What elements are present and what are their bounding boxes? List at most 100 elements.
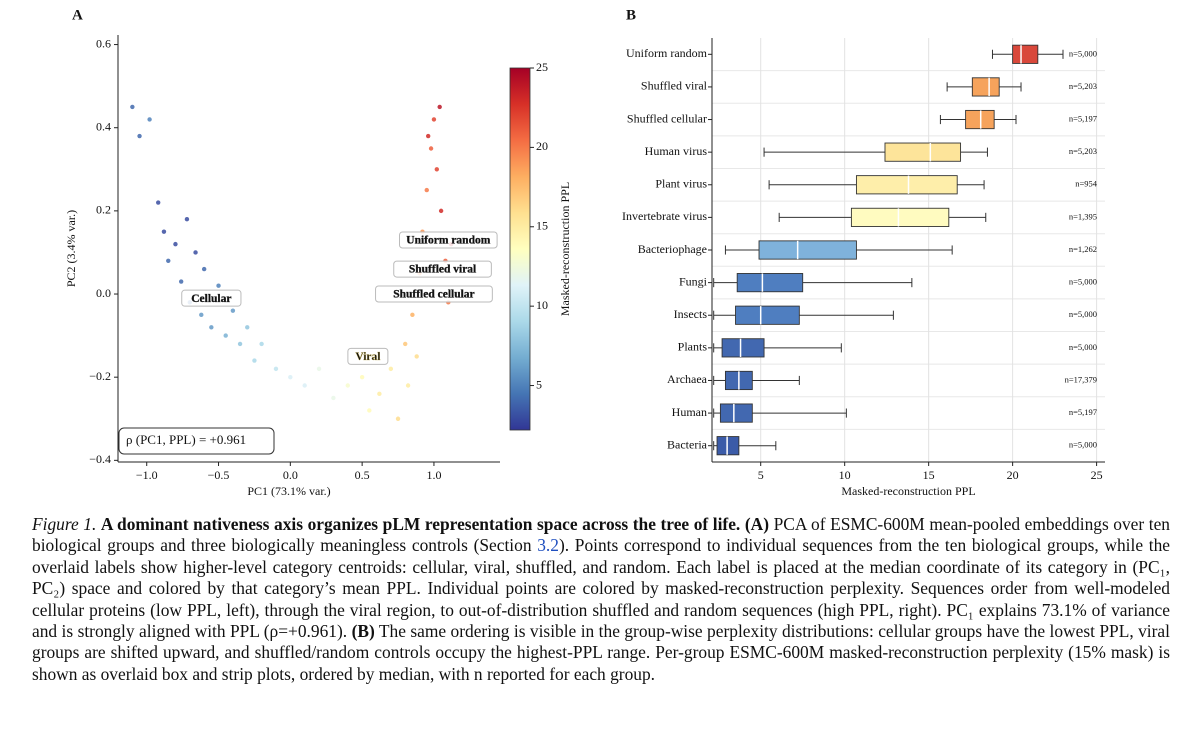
point — [193, 250, 198, 255]
point — [405, 383, 411, 388]
colorbar-tick-label: 20 — [536, 139, 548, 153]
y-tick-label: Archaea — [667, 372, 708, 386]
y-tick-label: −0.2 — [89, 369, 111, 383]
caption-text: PCA of ESMC-600M mean-pooled embeddings … — [32, 514, 1170, 556]
box — [1012, 44, 1039, 64]
caption-text: ). Points correspond to individual seque… — [32, 535, 1170, 642]
point — [252, 358, 257, 363]
box — [736, 273, 804, 293]
centroid-label: Viral — [355, 351, 380, 363]
y-tick-label: Plants — [678, 340, 708, 354]
point — [137, 133, 142, 139]
colorbar-tick-label: 25 — [536, 60, 548, 74]
point — [166, 258, 171, 263]
x-tick-label: −0.5 — [208, 468, 230, 482]
centroid-label: Shuffled viral — [409, 264, 476, 276]
y-tick-label: 0.0 — [96, 286, 111, 300]
point — [147, 117, 152, 122]
n-label: n=5,203 — [1069, 81, 1097, 91]
point — [130, 104, 135, 110]
centroid-label-box — [347, 347, 389, 365]
y-tick-label: 0.4 — [96, 119, 111, 133]
centroid-label: Cellular — [191, 293, 231, 305]
n-label: n=5,203 — [1069, 146, 1097, 156]
x-tick-label: 10 — [839, 468, 851, 482]
point — [156, 200, 161, 205]
caption-part-label: (A) — [744, 514, 770, 534]
n-label: n=1,262 — [1069, 244, 1097, 254]
x-tick-label: −1.0 — [136, 468, 158, 482]
y-tick-label: Fungi — [679, 274, 708, 288]
y-tick-label: Human virus — [645, 144, 708, 158]
caption-label: Figure 1. — [32, 514, 97, 534]
y-axis-label: PC2 (3.4% var.) — [64, 210, 78, 287]
x-tick-label: 0.5 — [355, 468, 370, 482]
point — [359, 374, 365, 380]
y-tick-label: −0.4 — [89, 452, 111, 466]
x-tick-label: 15 — [923, 468, 935, 482]
point — [395, 416, 401, 421]
point — [173, 241, 178, 247]
point — [161, 229, 167, 234]
point — [388, 366, 394, 372]
x-tick-label: 20 — [1007, 468, 1019, 482]
y-tick-label: 0.2 — [96, 203, 111, 217]
point — [367, 408, 372, 413]
n-label: n=5,000 — [1069, 440, 1097, 450]
n-label: n=954 — [1075, 179, 1098, 189]
x-tick-label: 25 — [1091, 468, 1103, 482]
box — [971, 77, 1000, 97]
box — [850, 207, 950, 227]
centroid-label-box — [393, 260, 492, 278]
x-tick-label: 5 — [758, 468, 764, 482]
panel-label: B — [626, 7, 636, 23]
point — [288, 374, 293, 380]
centroid-label-box — [375, 285, 493, 303]
point — [425, 133, 431, 139]
y-tick-label: Human — [672, 405, 707, 419]
point — [201, 266, 207, 272]
n-label: n=5,000 — [1069, 48, 1097, 58]
point — [199, 312, 204, 318]
point — [273, 366, 279, 372]
box — [965, 109, 995, 130]
colorbar — [509, 67, 531, 431]
n-label: n=1,395 — [1069, 211, 1097, 221]
point — [302, 383, 307, 388]
point — [184, 216, 190, 222]
caption-text: The same ordering is visible in the grou… — [32, 621, 1170, 684]
colorbar-tick-label: 10 — [536, 298, 548, 312]
centroid-label: Uniform random — [406, 235, 490, 247]
y-tick-label: 0.6 — [96, 36, 111, 50]
stat-box — [118, 427, 275, 455]
point — [259, 341, 264, 347]
panel-label: A — [72, 7, 83, 23]
x-axis-label: Masked-reconstruction PPL — [841, 484, 975, 498]
n-label: n=5,197 — [1069, 407, 1097, 417]
point — [345, 383, 350, 388]
centroid-label: Shuffled cellular — [393, 289, 474, 301]
colorbar-label: Masked-reconstruction PPL — [558, 182, 572, 316]
y-tick-label: Invertebrate virus — [622, 209, 707, 223]
x-tick-label: 1.0 — [426, 468, 441, 482]
point — [223, 333, 228, 338]
caption-ref[interactable]: 3.2 — [537, 535, 559, 556]
box — [721, 338, 765, 358]
caption-part-label: (B) — [351, 621, 375, 642]
x-axis-label: PC1 (73.1% var.) — [247, 484, 330, 498]
n-label: n=5,000 — [1069, 309, 1097, 319]
point — [237, 341, 243, 347]
y-tick-label: Plant virus — [655, 177, 707, 191]
box — [758, 240, 857, 260]
n-label: n=5,000 — [1069, 277, 1097, 287]
y-tick-label: Uniform random — [626, 46, 708, 60]
point — [410, 312, 415, 318]
point — [316, 366, 322, 372]
stat-label: ρ (PC1, PPL) = +0.961 — [126, 432, 246, 447]
point — [403, 341, 408, 347]
point — [230, 308, 236, 313]
box — [719, 403, 753, 423]
point — [178, 279, 184, 284]
point — [437, 104, 442, 110]
